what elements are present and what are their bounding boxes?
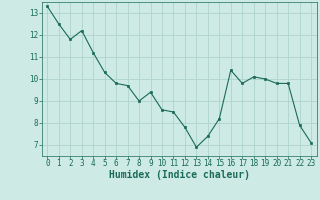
X-axis label: Humidex (Indice chaleur): Humidex (Indice chaleur) [109, 170, 250, 180]
